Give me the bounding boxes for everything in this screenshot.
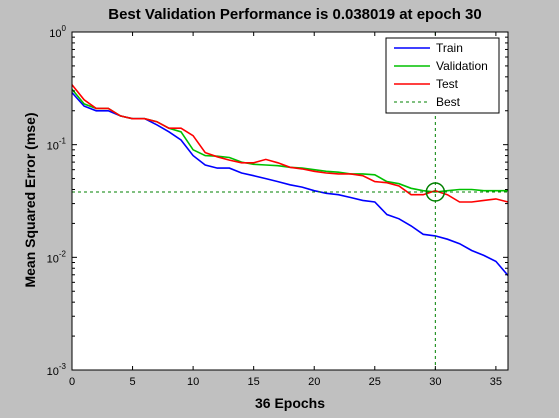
legend-label: Test: [436, 77, 459, 91]
y-tick-label: 10-3: [47, 362, 67, 378]
x-axis-label: 36 Epochs: [255, 395, 325, 411]
y-axis-label: Mean Squared Error (mse): [22, 112, 38, 287]
x-tick-label: 5: [129, 376, 135, 388]
x-tick-label: 30: [429, 376, 441, 388]
x-tick-label: 20: [308, 376, 320, 388]
y-tick-label: 10-1: [47, 137, 67, 153]
legend: Train Validation Test Best: [385, 37, 500, 114]
y-tick-label: 10-2: [47, 249, 67, 265]
plot-border: [71, 31, 509, 371]
x-tick-label: 0: [69, 376, 75, 388]
best-point-marker: [425, 182, 446, 202]
x-tick-label: 35: [490, 376, 502, 388]
x-tick-label: 25: [369, 376, 381, 388]
legend-label: Best: [436, 95, 461, 109]
legend-label: Train: [436, 41, 463, 55]
legend-box: [385, 37, 500, 114]
legend-label: Validation: [436, 59, 488, 73]
x-tick-label: 15: [248, 376, 260, 388]
chart-title: Best Validation Performance is 0.038019 …: [108, 6, 482, 23]
y-tick-label: 100: [49, 24, 66, 40]
x-tick-label: 10: [187, 376, 199, 388]
